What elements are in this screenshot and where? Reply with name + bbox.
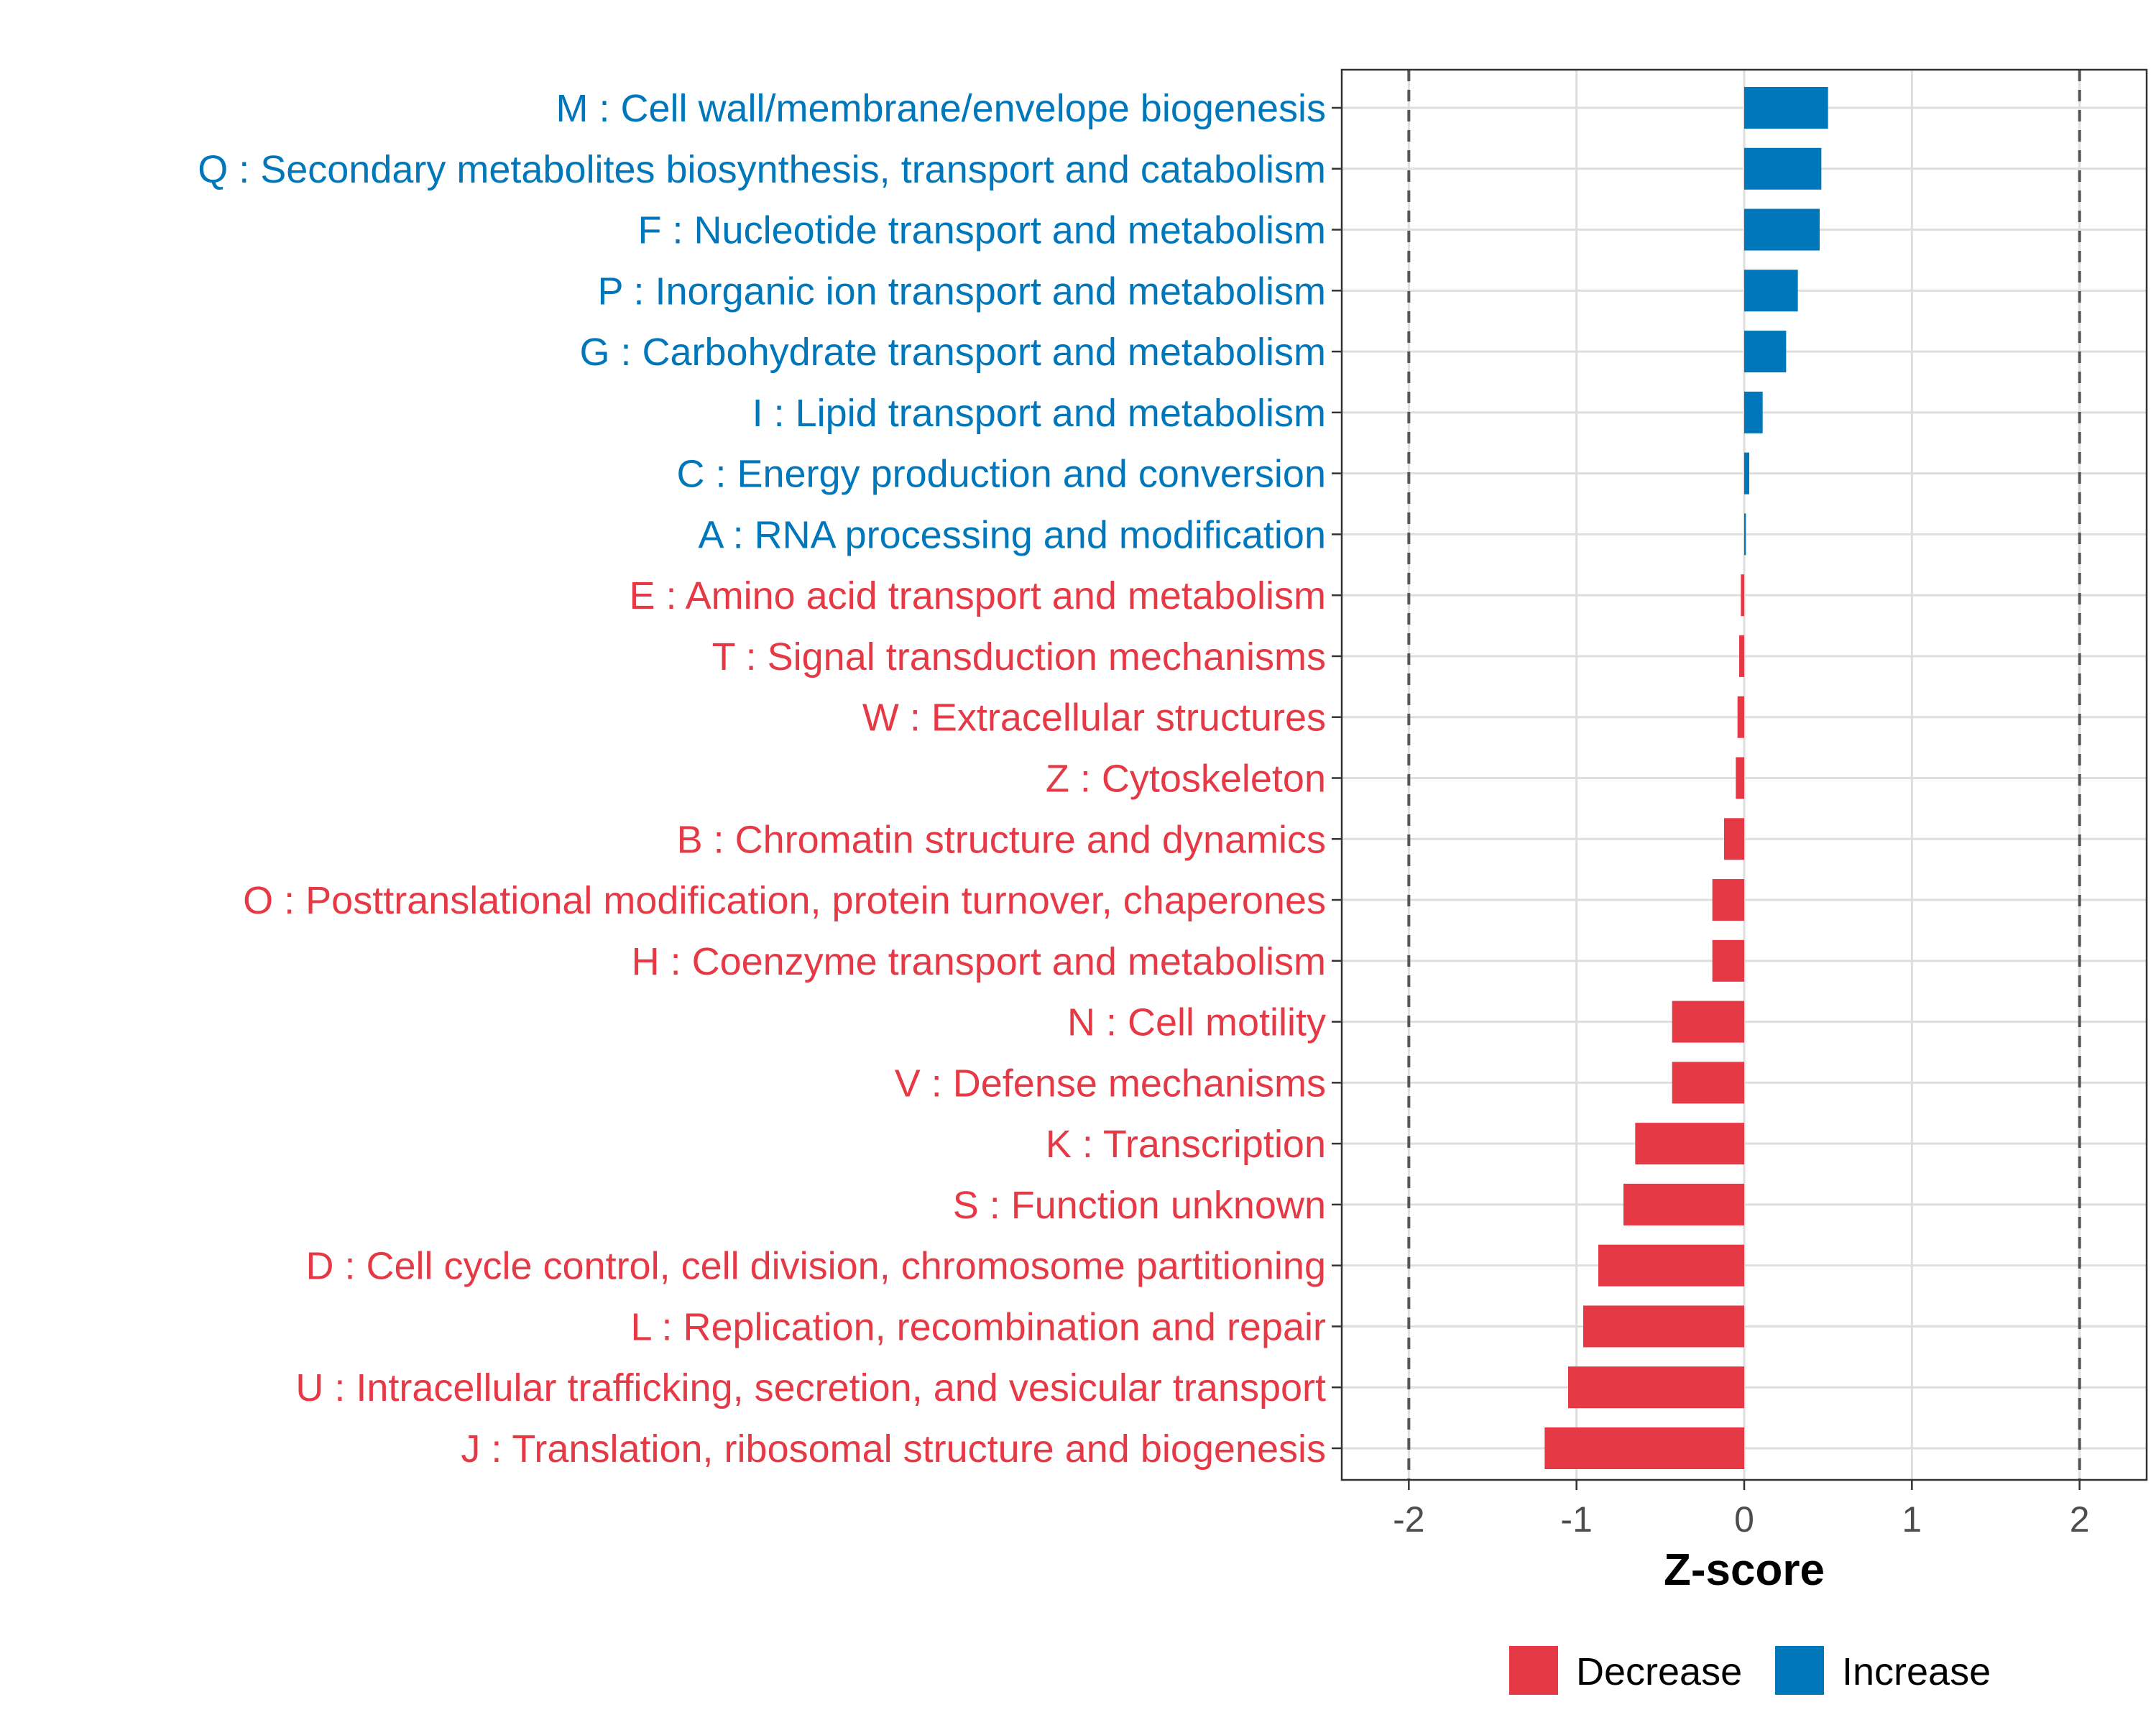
- category-label: C : Energy production and conversion: [676, 453, 1326, 496]
- bar: [1744, 452, 1749, 494]
- category-label: N : Cell motility: [1067, 1001, 1326, 1044]
- bar: [1744, 513, 1746, 556]
- category-label: J : Translation, ribosomal structure and…: [461, 1427, 1326, 1471]
- category-label: Z : Cytoskeleton: [1046, 758, 1326, 801]
- bar: [1712, 939, 1744, 982]
- category-label: B : Chromatin structure and dynamics: [677, 818, 1326, 861]
- category-label: L : Replication, recombination and repai…: [630, 1305, 1326, 1348]
- bar: [1568, 1366, 1744, 1409]
- reference-lines: [1407, 70, 2081, 1480]
- bar: [1744, 391, 1763, 433]
- category-label: I : Lipid transport and metabolism: [752, 392, 1326, 435]
- bar: [1736, 757, 1744, 799]
- x-axis-ticks: [1408, 1480, 2081, 1490]
- bar: [1724, 818, 1744, 860]
- bar: [1737, 696, 1744, 738]
- bar: [1672, 1000, 1744, 1043]
- bar: [1583, 1305, 1744, 1348]
- category-label: T : Signal transduction mechanisms: [712, 635, 1326, 678]
- category-label: P : Inorganic ion transport and metaboli…: [597, 270, 1326, 313]
- bar: [1598, 1244, 1744, 1287]
- category-label: W : Extracellular structures: [862, 696, 1326, 740]
- category-label: H : Coenzyme transport and metabolism: [632, 940, 1326, 983]
- legend-swatch-decrease: [1509, 1646, 1558, 1695]
- category-label: E : Amino acid transport and metabolism: [630, 574, 1326, 617]
- category-label: S : Function unknown: [953, 1184, 1326, 1227]
- x-axis-labels: -2 -1 0 1 2: [1393, 1499, 2089, 1540]
- category-label: A : RNA processing and modification: [699, 513, 1326, 556]
- x-tick-label: 1: [1902, 1499, 1922, 1540]
- bars: [1544, 87, 1828, 1469]
- bar: [1744, 270, 1798, 312]
- legend-label-decrease: Decrease: [1576, 1650, 1742, 1693]
- category-label: G : Carbohydrate transport and metabolis…: [580, 331, 1327, 374]
- bar: [1712, 879, 1744, 921]
- bar: [1635, 1123, 1744, 1165]
- bar: [1739, 635, 1744, 677]
- legend: Decrease Increase: [1509, 1646, 1991, 1695]
- y-axis-ticks: [1332, 106, 1342, 1450]
- bar: [1744, 87, 1828, 129]
- category-label: V : Defense mechanisms: [895, 1062, 1326, 1105]
- bar: [1744, 208, 1820, 251]
- category-label: U : Intracellular trafficking, secretion…: [295, 1366, 1326, 1409]
- bar: [1744, 147, 1822, 190]
- bar: [1744, 331, 1787, 373]
- x-tick-label: 2: [2070, 1499, 2090, 1540]
- category-label: F : Nucleotide transport and metabolism: [638, 209, 1326, 252]
- category-label: Q : Secondary metabolites biosynthesis, …: [198, 148, 1326, 191]
- category-label: D : Cell cycle control, cell division, c…: [305, 1245, 1326, 1288]
- bar: [1623, 1183, 1744, 1225]
- legend-label-increase: Increase: [1842, 1650, 1991, 1693]
- x-tick-label: 0: [1734, 1499, 1754, 1540]
- bar: [1741, 574, 1744, 617]
- category-label: K : Transcription: [1046, 1123, 1326, 1166]
- x-axis-title: Z-score: [1664, 1545, 1825, 1595]
- bar: [1544, 1427, 1744, 1469]
- category-label: O : Posttranslational modification, prot…: [243, 879, 1326, 922]
- y-axis-labels: M : Cell wall/membrane/envelope biogenes…: [198, 87, 1326, 1471]
- x-tick-label: -1: [1560, 1499, 1592, 1540]
- x-tick-label: -2: [1393, 1499, 1424, 1540]
- legend-swatch-increase: [1775, 1646, 1824, 1695]
- category-label: M : Cell wall/membrane/envelope biogenes…: [556, 87, 1326, 130]
- bar: [1672, 1062, 1744, 1104]
